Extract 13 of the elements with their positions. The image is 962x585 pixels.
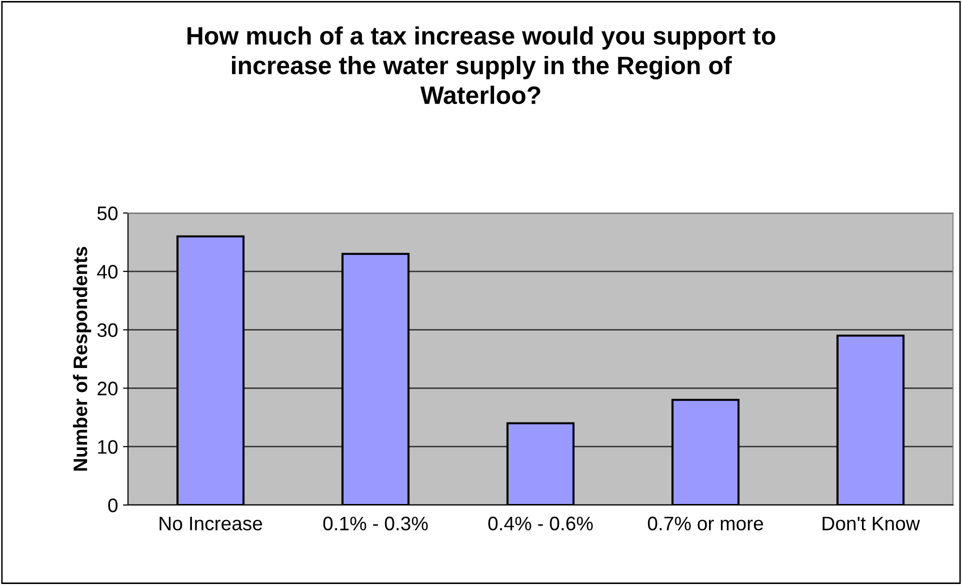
y-tick-label: 0 — [108, 498, 118, 512]
y-axis-title: Number of Respondents — [72, 246, 92, 471]
y-tick-label: 20 — [98, 382, 118, 396]
y-tick-label: 30 — [97, 323, 118, 338]
x-tick-label: 0.4% - 0.6% — [488, 516, 593, 530]
x-tick-label: Don't Know — [822, 516, 920, 530]
x-tick-label: 0.1% - 0.3% — [323, 516, 428, 530]
y-tick-label: 50 — [97, 206, 118, 220]
y-tick-label: 40 — [97, 264, 118, 279]
x-tick-label: No Increase — [160, 516, 262, 530]
y-tick-label: 10 — [98, 440, 118, 454]
x-tick-label: 0.7% or more — [648, 516, 763, 530]
chart-title: How much of a tax increase would you support to increase the water supply in the Region of Waterloo? — [188, 26, 776, 104]
